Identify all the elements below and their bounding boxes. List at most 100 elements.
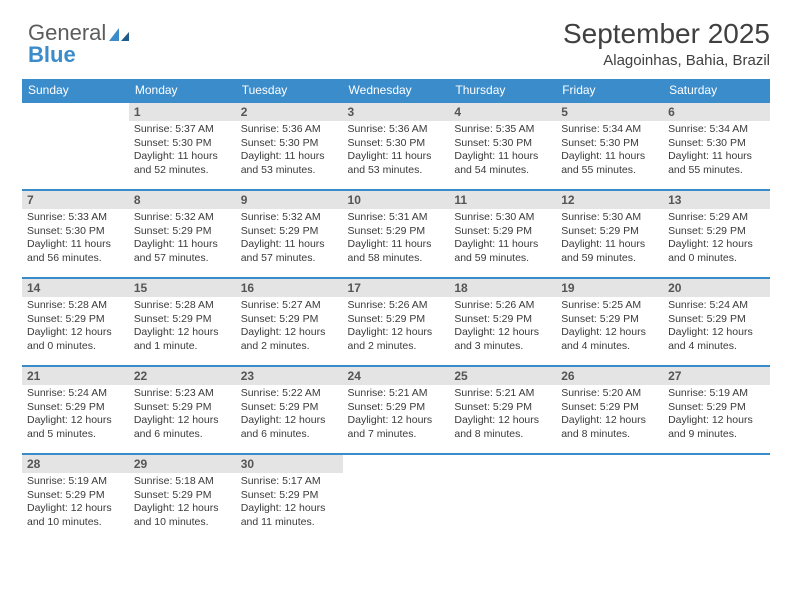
day-number: 2: [236, 103, 343, 121]
calendar-cell: [556, 454, 663, 534]
day-number: 12: [556, 191, 663, 209]
daylight-line: Daylight: 12 hours and 11 minutes.: [241, 502, 338, 529]
day-number: 26: [556, 367, 663, 385]
daylight-line: Daylight: 12 hours and 1 minute.: [134, 326, 231, 353]
day-details: Sunrise: 5:28 AMSunset: 5:29 PMDaylight:…: [129, 297, 236, 358]
calendar-cell: 12Sunrise: 5:30 AMSunset: 5:29 PMDayligh…: [556, 190, 663, 278]
weekday-header: Monday: [129, 79, 236, 102]
sunrise-line: Sunrise: 5:25 AM: [561, 299, 658, 313]
day-number: 14: [22, 279, 129, 297]
daylight-line: Daylight: 12 hours and 4 minutes.: [668, 326, 765, 353]
sunrise-line: Sunrise: 5:22 AM: [241, 387, 338, 401]
daylight-line: Daylight: 12 hours and 0 minutes.: [27, 326, 124, 353]
sunset-line: Sunset: 5:30 PM: [27, 225, 124, 239]
daylight-line: Daylight: 12 hours and 7 minutes.: [348, 414, 445, 441]
sunset-line: Sunset: 5:29 PM: [454, 225, 551, 239]
day-details: Sunrise: 5:24 AMSunset: 5:29 PMDaylight:…: [22, 385, 129, 446]
day-details: Sunrise: 5:25 AMSunset: 5:29 PMDaylight:…: [556, 297, 663, 358]
sunset-line: Sunset: 5:29 PM: [454, 401, 551, 415]
sunrise-line: Sunrise: 5:18 AM: [134, 475, 231, 489]
daylight-line: Daylight: 12 hours and 10 minutes.: [27, 502, 124, 529]
day-number: 29: [129, 455, 236, 473]
daylight-line: Daylight: 12 hours and 2 minutes.: [241, 326, 338, 353]
daylight-line: Daylight: 11 hours and 58 minutes.: [348, 238, 445, 265]
sunrise-line: Sunrise: 5:30 AM: [561, 211, 658, 225]
calendar-cell: 28Sunrise: 5:19 AMSunset: 5:29 PMDayligh…: [22, 454, 129, 534]
calendar-table: SundayMondayTuesdayWednesdayThursdayFrid…: [22, 79, 770, 534]
day-number: 17: [343, 279, 450, 297]
sunset-line: Sunset: 5:29 PM: [454, 313, 551, 327]
day-details: Sunrise: 5:30 AMSunset: 5:29 PMDaylight:…: [449, 209, 556, 270]
brand-logo: General Blue: [28, 22, 130, 66]
daylight-line: Daylight: 12 hours and 6 minutes.: [134, 414, 231, 441]
sunrise-line: Sunrise: 5:35 AM: [454, 123, 551, 137]
sunset-line: Sunset: 5:29 PM: [561, 225, 658, 239]
day-details: Sunrise: 5:23 AMSunset: 5:29 PMDaylight:…: [129, 385, 236, 446]
title-block: September 2025 Alagoinhas, Bahia, Brazil: [22, 18, 770, 69]
day-details: Sunrise: 5:35 AMSunset: 5:30 PMDaylight:…: [449, 121, 556, 182]
weekday-header: Friday: [556, 79, 663, 102]
calendar-cell: 27Sunrise: 5:19 AMSunset: 5:29 PMDayligh…: [663, 366, 770, 454]
sunrise-line: Sunrise: 5:31 AM: [348, 211, 445, 225]
calendar-cell: 22Sunrise: 5:23 AMSunset: 5:29 PMDayligh…: [129, 366, 236, 454]
calendar-cell: 8Sunrise: 5:32 AMSunset: 5:29 PMDaylight…: [129, 190, 236, 278]
day-number: 23: [236, 367, 343, 385]
calendar-cell: [449, 454, 556, 534]
day-details: Sunrise: 5:20 AMSunset: 5:29 PMDaylight:…: [556, 385, 663, 446]
calendar-cell: 25Sunrise: 5:21 AMSunset: 5:29 PMDayligh…: [449, 366, 556, 454]
calendar-cell: 7Sunrise: 5:33 AMSunset: 5:30 PMDaylight…: [22, 190, 129, 278]
day-details: Sunrise: 5:24 AMSunset: 5:29 PMDaylight:…: [663, 297, 770, 358]
calendar-cell: 1Sunrise: 5:37 AMSunset: 5:30 PMDaylight…: [129, 102, 236, 190]
calendar-cell: [22, 102, 129, 190]
sunset-line: Sunset: 5:29 PM: [134, 313, 231, 327]
day-details: Sunrise: 5:36 AMSunset: 5:30 PMDaylight:…: [236, 121, 343, 182]
weekday-header: Saturday: [663, 79, 770, 102]
calendar-cell: 30 Sunrise: 5:17 AMSunset: 5:29 PMDayligh…: [236, 454, 343, 534]
sunset-line: Sunset: 5:30 PM: [561, 137, 658, 151]
calendar-cell: 21Sunrise: 5:24 AMSunset: 5:29 PMDayligh…: [22, 366, 129, 454]
sunset-line: Sunset: 5:29 PM: [348, 401, 445, 415]
calendar-cell: 3Sunrise: 5:36 AMSunset: 5:30 PMDaylight…: [343, 102, 450, 190]
sunrise-line: Sunrise: 5:29 AM: [668, 211, 765, 225]
day-number: 15: [129, 279, 236, 297]
sunrise-line: Sunrise: 5:30 AM: [454, 211, 551, 225]
sunrise-line: Sunrise: 5:26 AM: [454, 299, 551, 313]
day-number: 30: [236, 455, 343, 473]
sunset-line: Sunset: 5:29 PM: [241, 401, 338, 415]
day-details: Sunrise: 5:21 AMSunset: 5:29 PMDaylight:…: [343, 385, 450, 446]
calendar-cell: 2Sunrise: 5:36 AMSunset: 5:30 PMDaylight…: [236, 102, 343, 190]
weekday-header-row: SundayMondayTuesdayWednesdayThursdayFrid…: [22, 79, 770, 102]
sunrise-line: Sunrise: 5:21 AM: [348, 387, 445, 401]
day-number: 24: [343, 367, 450, 385]
daylight-line: Daylight: 12 hours and 3 minutes.: [454, 326, 551, 353]
day-number: 4: [449, 103, 556, 121]
calendar-cell: 15Sunrise: 5:28 AMSunset: 5:29 PMDayligh…: [129, 278, 236, 366]
calendar-cell: 24Sunrise: 5:21 AMSunset: 5:29 PMDayligh…: [343, 366, 450, 454]
calendar-cell: 20Sunrise: 5:24 AMSunset: 5:29 PMDayligh…: [663, 278, 770, 366]
day-number: 21: [22, 367, 129, 385]
weekday-header: Tuesday: [236, 79, 343, 102]
sunrise-line: Sunrise: 5:28 AM: [134, 299, 231, 313]
day-number: 6: [663, 103, 770, 121]
day-details: Sunrise: 5:28 AMSunset: 5:29 PMDaylight:…: [22, 297, 129, 358]
day-details: Sunrise: 5:30 AMSunset: 5:29 PMDaylight:…: [556, 209, 663, 270]
sunset-line: Sunset: 5:29 PM: [27, 313, 124, 327]
sunrise-line: Sunrise: 5:20 AM: [561, 387, 658, 401]
calendar-row: 1Sunrise: 5:37 AMSunset: 5:30 PMDaylight…: [22, 102, 770, 190]
day-details: Sunrise: 5:36 AMSunset: 5:30 PMDaylight:…: [343, 121, 450, 182]
calendar-cell: [663, 454, 770, 534]
sunrise-line: Sunrise: 5:27 AM: [241, 299, 338, 313]
calendar-cell: 14Sunrise: 5:28 AMSunset: 5:29 PMDayligh…: [22, 278, 129, 366]
sunset-line: Sunset: 5:29 PM: [241, 489, 338, 503]
sunset-line: Sunset: 5:29 PM: [668, 225, 765, 239]
sunrise-line: Sunrise: 5:17 AM: [241, 475, 338, 489]
sunset-line: Sunset: 5:29 PM: [348, 313, 445, 327]
calendar-cell: 5Sunrise: 5:34 AMSunset: 5:30 PMDaylight…: [556, 102, 663, 190]
daylight-line: Daylight: 11 hours and 53 minutes.: [241, 150, 338, 177]
sunrise-line: Sunrise: 5:19 AM: [27, 475, 124, 489]
daylight-line: Daylight: 11 hours and 54 minutes.: [454, 150, 551, 177]
daylight-line: Daylight: 12 hours and 5 minutes.: [27, 414, 124, 441]
sunset-line: Sunset: 5:29 PM: [348, 225, 445, 239]
day-details: Sunrise: 5:18 AMSunset: 5:29 PMDaylight:…: [129, 473, 236, 534]
calendar-cell: 29Sunrise: 5:18 AMSunset: 5:29 PMDayligh…: [129, 454, 236, 534]
